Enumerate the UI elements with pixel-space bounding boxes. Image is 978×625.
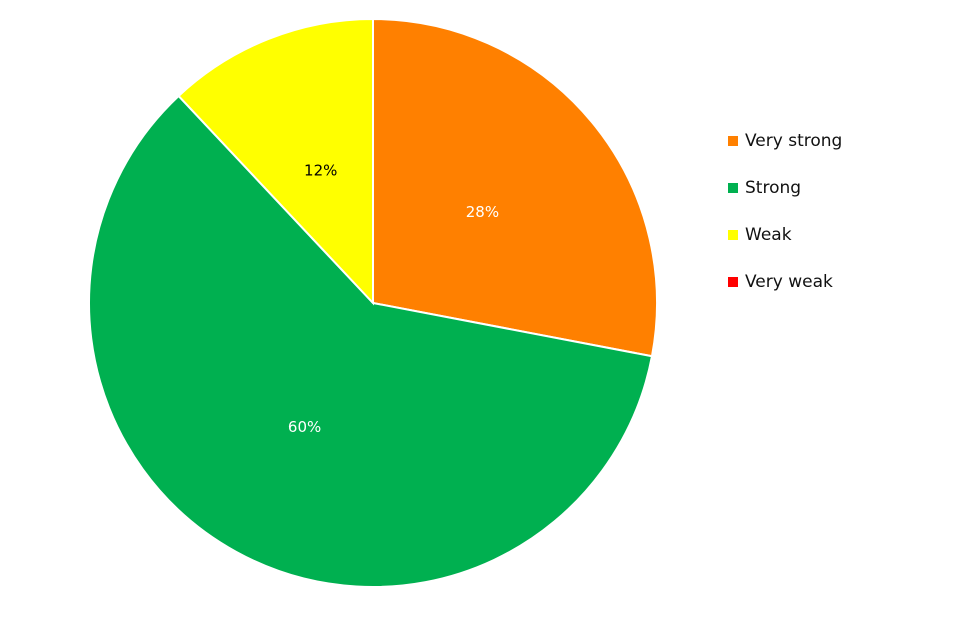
value-label: 12% bbox=[304, 161, 337, 179]
legend-label: Very strong bbox=[745, 131, 842, 151]
legend-label: Weak bbox=[745, 225, 792, 245]
legend-swatch bbox=[728, 277, 738, 287]
legend-swatch bbox=[728, 136, 738, 146]
legend-label: Strong bbox=[745, 178, 801, 198]
pie-slice bbox=[88, 94, 654, 588]
pie-slice bbox=[372, 17, 658, 358]
value-label: 60% bbox=[288, 418, 321, 436]
legend-swatch bbox=[728, 183, 738, 193]
legend-swatch bbox=[728, 230, 738, 240]
value-label: 28% bbox=[466, 203, 499, 221]
pie-slice bbox=[177, 17, 374, 306]
legend-label: Very weak bbox=[745, 272, 833, 292]
